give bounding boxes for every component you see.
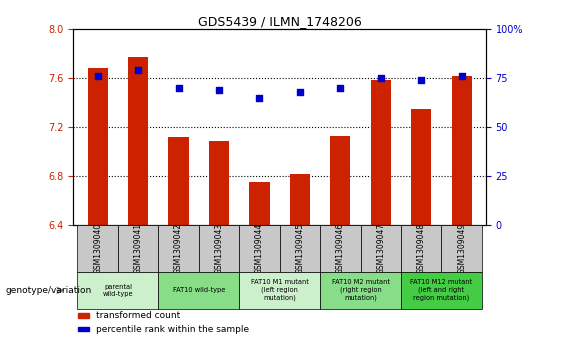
Point (174, 85, 183, 91)
Point (457, 73, 466, 79)
Text: GSM1309044: GSM1309044 (255, 223, 264, 274)
Bar (249, 182, 270, 225)
Bar (330, 136, 350, 225)
Bar (77, 272, 158, 309)
Text: GSM1309047: GSM1309047 (376, 223, 385, 274)
Point (416, 77, 425, 83)
Point (376, 75, 385, 81)
Bar (239, 225, 280, 272)
Text: GSM1309040: GSM1309040 (93, 223, 102, 274)
Text: percentile rank within the sample: percentile rank within the sample (96, 325, 249, 334)
Bar (128, 57, 148, 225)
Bar (209, 140, 229, 225)
Bar (168, 137, 189, 225)
Text: FAT10 wild-type: FAT10 wild-type (173, 287, 225, 293)
Bar (239, 272, 320, 309)
Bar (88, 68, 108, 225)
Text: GSM1309046: GSM1309046 (336, 223, 345, 274)
Text: FAT10 M12 mutant
(left and right
region mutation): FAT10 M12 mutant (left and right region … (410, 280, 472, 301)
Point (295, 89, 305, 95)
Bar (199, 225, 239, 272)
Point (93, 73, 102, 79)
Point (134, 67, 143, 73)
Text: parental
wild-type: parental wild-type (103, 284, 133, 297)
Text: GSM1309042: GSM1309042 (174, 223, 183, 274)
Bar (158, 225, 199, 272)
Bar (118, 225, 158, 272)
Text: transformed count: transformed count (96, 311, 180, 320)
Bar (77, 327, 89, 331)
Bar (280, 225, 320, 272)
Point (255, 95, 264, 101)
Text: GSM1309049: GSM1309049 (457, 223, 466, 274)
Text: GSM1309045: GSM1309045 (295, 223, 305, 274)
Text: FAT10 M2 mutant
(right region
mutation): FAT10 M2 mutant (right region mutation) (332, 280, 389, 301)
Bar (441, 225, 482, 272)
Text: GSM1309048: GSM1309048 (417, 223, 425, 274)
Bar (77, 225, 118, 272)
Bar (401, 272, 482, 309)
Bar (401, 225, 441, 272)
Title: GDS5439 / ILMN_1748206: GDS5439 / ILMN_1748206 (198, 15, 362, 28)
Bar (360, 225, 401, 272)
Point (336, 85, 345, 91)
Bar (320, 225, 360, 272)
Text: GSM1309043: GSM1309043 (215, 223, 224, 274)
Bar (320, 272, 401, 309)
Point (215, 87, 224, 93)
Bar (411, 109, 431, 225)
Bar (451, 76, 472, 225)
Bar (77, 313, 89, 318)
Bar (158, 272, 239, 309)
Text: FAT10 M1 mutant
(left region
mutation): FAT10 M1 mutant (left region mutation) (251, 280, 308, 301)
Text: genotype/variation: genotype/variation (6, 286, 92, 295)
Bar (371, 81, 391, 225)
Bar (290, 174, 310, 225)
Text: GSM1309041: GSM1309041 (134, 223, 142, 274)
